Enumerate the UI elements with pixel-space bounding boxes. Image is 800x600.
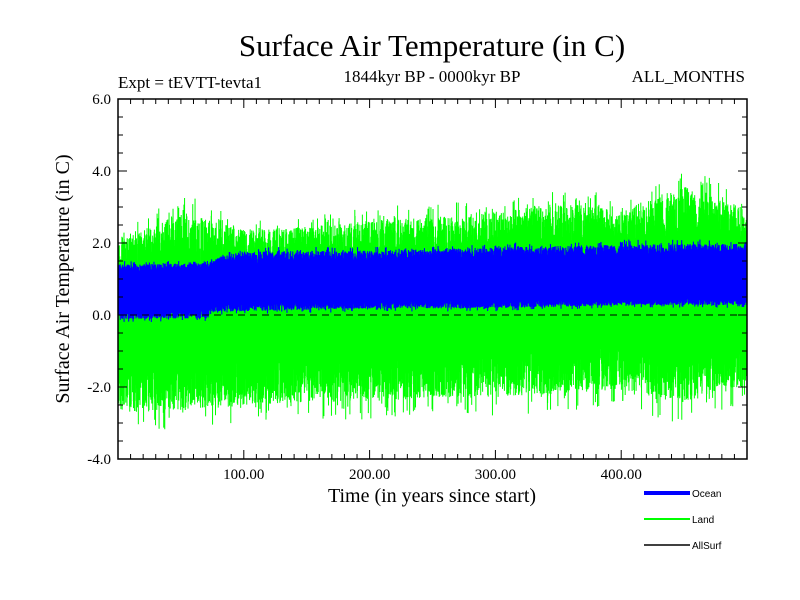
y-tick-labels: 6.0 4.0 2.0 0.0 -2.0 -4.0: [87, 92, 111, 468]
y-tick-label: 4.0: [92, 164, 111, 180]
months-label: ALL_MONTHS: [632, 67, 745, 86]
y-tick-label: 6.0: [92, 92, 111, 108]
legend-label-allsurf: AllSurf: [692, 541, 722, 552]
y-tick-label: -4.0: [87, 452, 111, 468]
series-line-ocean: [118, 239, 747, 323]
chart-title: Surface Air Temperature (in C): [239, 28, 625, 63]
y-tick-label: 2.0: [92, 236, 111, 252]
legend-label-land: Land: [692, 515, 714, 526]
chart-subtitle: 1844kyr BP - 0000kyr BP: [344, 67, 521, 86]
x-axis-label: Time (in years since start): [328, 485, 536, 507]
axis-ticks: [118, 99, 747, 459]
x-tick-label: 400.00: [601, 467, 642, 483]
legend-entry-land: Land: [644, 515, 714, 526]
y-tick-label: -2.0: [87, 380, 111, 396]
series-line-land: [118, 173, 747, 430]
x-tick-label: 200.00: [349, 467, 390, 483]
x-tick-label: 100.00: [223, 467, 264, 483]
legend-entry-allsurf: AllSurf: [644, 541, 722, 552]
legend: Ocean Land AllSurf: [644, 489, 722, 552]
experiment-label: Expt = tEVTT-tevta1: [118, 73, 262, 92]
x-tick-labels: 100.00 200.00 300.00 400.00: [223, 467, 642, 483]
y-tick-label: 0.0: [92, 308, 111, 324]
series-layer: [118, 173, 747, 430]
x-tick-label: 300.00: [475, 467, 516, 483]
y-axis-label: Surface Air Temperature (in C): [52, 154, 74, 403]
legend-entry-ocean: Ocean: [644, 489, 721, 500]
legend-label-ocean: Ocean: [692, 489, 721, 500]
